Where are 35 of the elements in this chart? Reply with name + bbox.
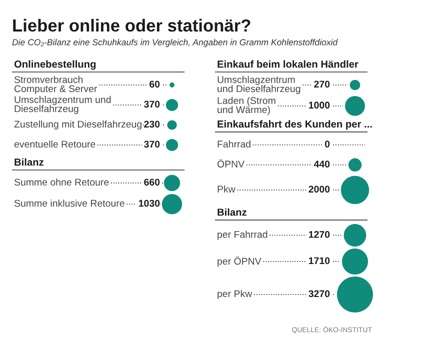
data-label: 1270 [308,231,330,238]
data-label: 660 [144,178,160,186]
category-label: per ÖPNV [218,256,262,267]
data-label: 1710 [308,257,330,264]
data-label: 3270 [308,290,330,298]
data-label: 270 [314,80,330,88]
category-label: Summe ohne Retoure [14,178,109,186]
data-label: 60 [150,80,160,88]
text: Bilanz [14,158,44,166]
text: Onlinebestellung [14,60,96,70]
data-label: 2000 [308,186,330,193]
data-label: 370 [144,140,160,148]
data-label: 230 [144,120,160,128]
category-label: per Fahrrad [218,230,268,240]
text: Bilanz [218,208,246,216]
category-label: Pkw [218,185,236,192]
text: Einkaufsfahrt des Kunden per ... [218,120,372,130]
category-label: Fahrrad [218,140,250,148]
text: Lieber online oder stationär? [13,18,250,32]
category-label: Umschlagzentrum und Dieselfahrzeug [218,76,300,94]
text: Die CO₂-Bilanz eine Schuhkaufs im Vergleich, Angaben in Gramm Kohlenstoffdioxid [12,38,338,48]
data-label: 440 [314,160,330,168]
category-label: Zustellung mit Dieselfahrzeug [14,120,142,130]
data-label: 1030 [138,200,160,207]
data-label: 370 [144,100,160,108]
category-label: Stromverbrauch Computer & Server [14,76,98,94]
data-label: 1000 [308,102,330,109]
category-label: Umschlagzentrum und Dieselfahrzeug [14,96,111,114]
category-label: Laden (Strom und Wärme) [218,96,276,116]
category-label: per Pkw [218,290,252,300]
category-label: ÖPNV [217,159,245,168]
data-label: 0 [324,140,330,148]
text: Einkauf beim lokalen Händler [218,60,358,68]
category-label: Summe inklusive Retoure [14,200,124,207]
category-label: eventuelle Retoure [14,140,96,148]
